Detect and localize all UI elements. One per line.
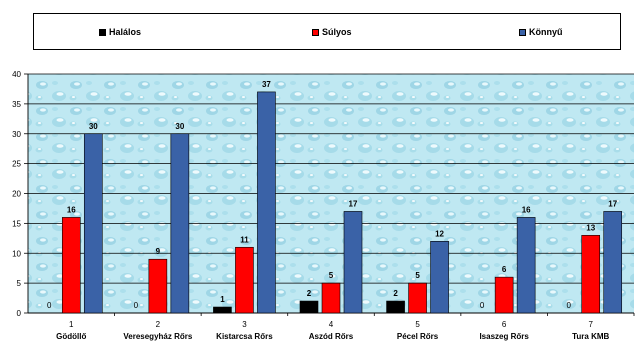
bar [581,235,601,314]
x-category-name: Isaszeg Rőrs [479,332,529,341]
data-label: 12 [435,229,444,238]
legend-swatch-sulyos [312,29,319,36]
data-label: 17 [608,199,617,208]
data-label: 30 [89,122,98,131]
bar [235,246,254,314]
data-label: 0 [566,301,571,310]
data-label: 0 [134,301,139,310]
bar [321,282,341,314]
y-tick-label: 5 [17,279,22,288]
y-tick-label: 10 [12,249,21,258]
x-tick-label: 2 [156,320,161,329]
data-label: 6 [502,265,507,274]
legend-swatch-halalos [99,29,106,36]
bar [386,300,405,314]
bar [299,300,319,314]
x-tick-label: 4 [329,320,334,329]
x-tick-label: 6 [502,320,507,329]
legend-label-konnyu: Könnyű [529,27,563,37]
y-tick-label: 25 [12,160,21,169]
data-label: 0 [47,301,52,310]
bar [343,211,363,314]
bar [494,276,514,314]
data-label: 16 [67,205,76,214]
bar [148,258,168,314]
x-category-name: Aszód Rőrs [309,332,354,341]
x-category-name: Pécel Rőrs [397,332,439,341]
legend-item-sulyos: Súlyos [312,27,352,37]
bar [61,217,81,314]
legend: Halálos Súlyos Könnyű [33,13,621,50]
x-tick-label: 5 [415,320,420,329]
x-category-name: Kistarcsa Rőrs [216,332,273,341]
bar [408,282,427,314]
legend-item-konnyu: Könnyű [519,27,563,37]
legend-item-halalos: Halálos [99,27,141,37]
y-tick-label: 0 [17,309,22,318]
x-tick-label: 3 [242,320,247,329]
x-tick-label: 1 [69,320,74,329]
data-label: 37 [262,80,271,89]
data-label: 2 [307,289,312,298]
data-label: 9 [156,247,161,256]
y-tick-label: 40 [12,70,21,79]
data-label: 2 [393,289,398,298]
y-tick-label: 15 [12,219,21,228]
data-label: 11 [240,235,249,244]
y-tick-label: 20 [12,190,21,199]
data-label: 30 [175,122,184,131]
bar [213,306,232,314]
bar [170,133,190,314]
y-tick-label: 35 [12,100,21,109]
legend-label-halalos: Halálos [109,27,142,37]
data-label: 5 [415,271,420,280]
data-label: 1 [220,295,225,304]
data-label: 17 [349,199,358,208]
bar [430,241,449,314]
data-label: 0 [480,301,485,310]
x-tick-label: 7 [588,320,593,329]
x-category-name: Tura KMB [572,332,609,341]
bar [257,91,276,314]
x-category-name: Veresegyház Rőrs [123,332,192,341]
bar [603,211,623,314]
legend-swatch-konnyu [519,29,526,36]
bar [516,217,536,314]
x-category-name: Gödöllő [56,332,86,341]
bar [83,133,103,314]
legend-label-sulyos: Súlyos [322,27,352,37]
data-label: 5 [329,271,334,280]
data-label: 16 [522,205,531,214]
data-label: 13 [586,223,595,232]
y-tick-label: 30 [12,130,21,139]
